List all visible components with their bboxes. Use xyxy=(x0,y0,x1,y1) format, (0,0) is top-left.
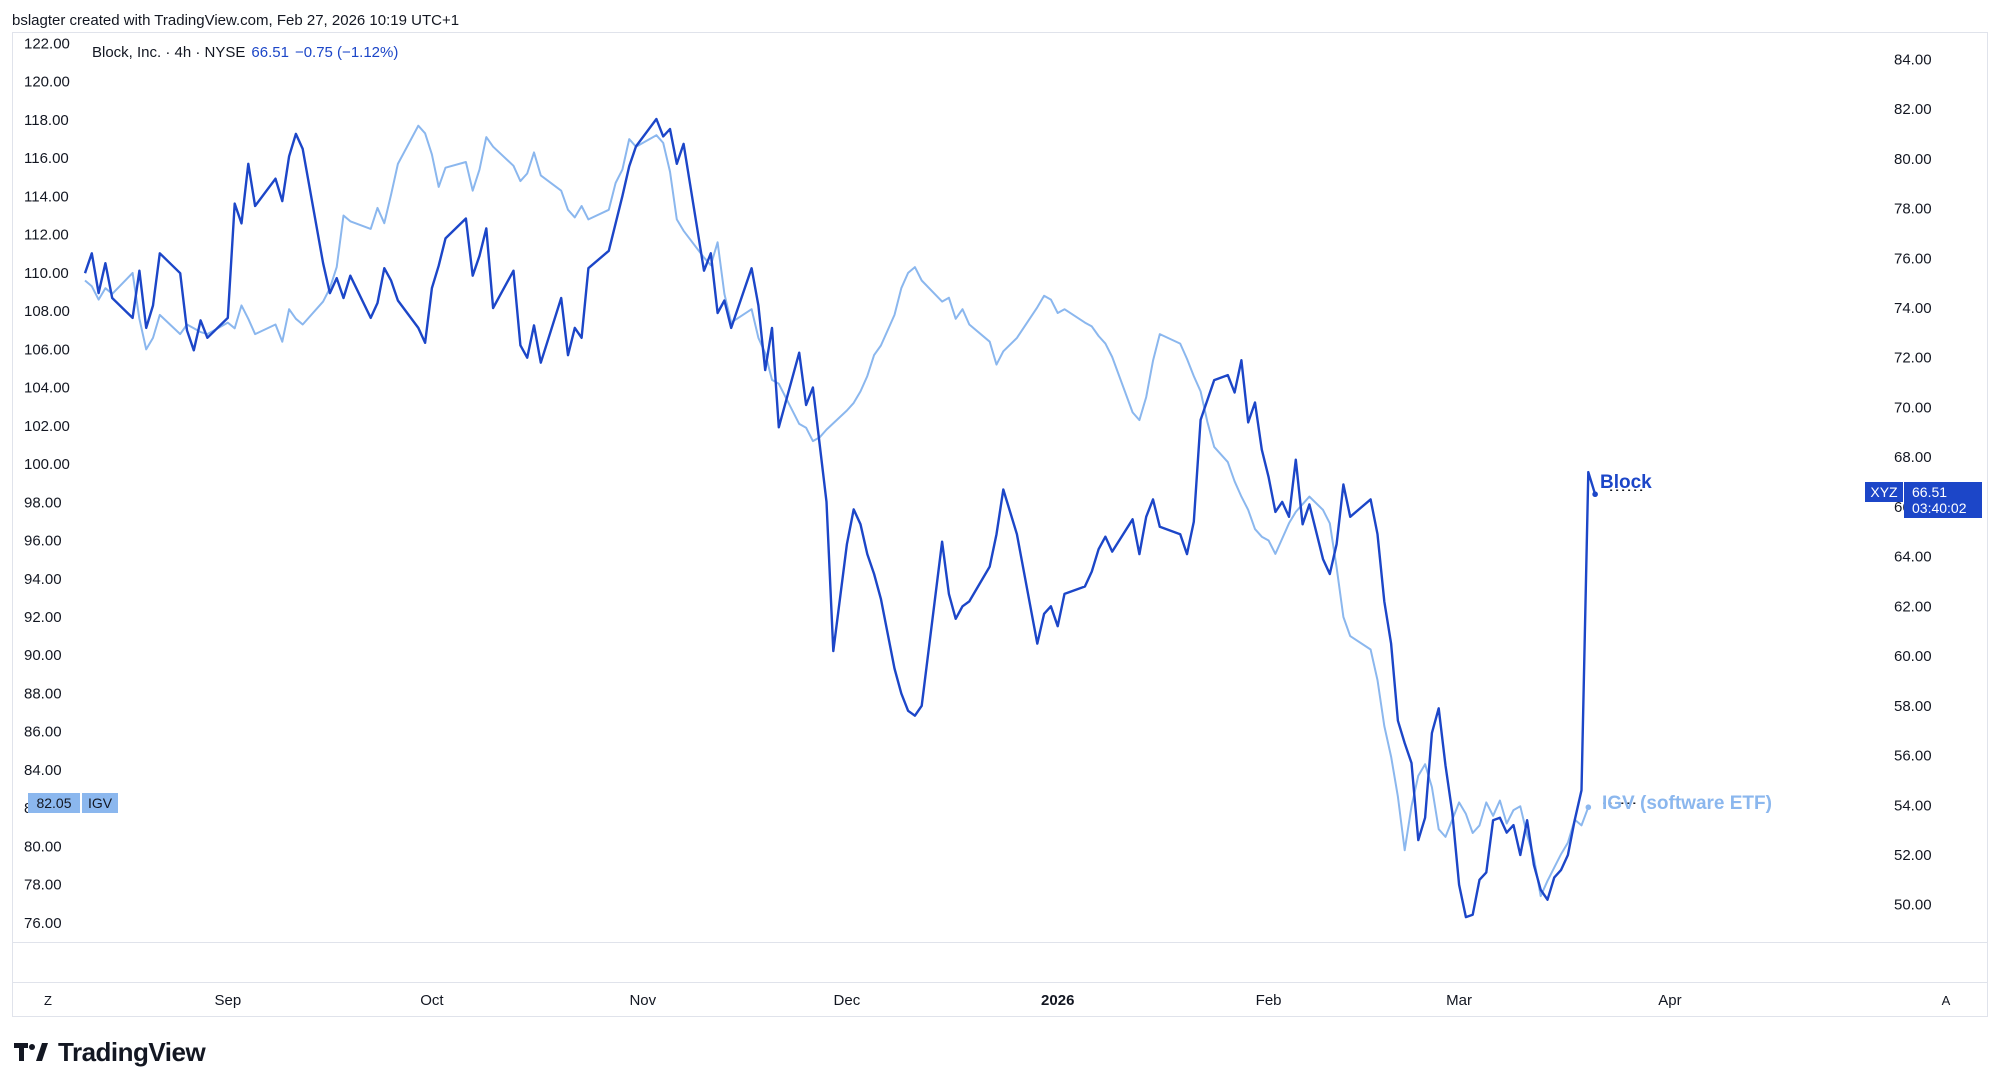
left-axis-tick-label: 112.00 xyxy=(24,227,69,244)
igv-ticker-badge: IGV xyxy=(82,793,118,813)
series-last-point-igv xyxy=(1585,804,1592,811)
series-last-point-xyz xyxy=(1592,491,1598,498)
right-axis-tick-label: 54.00 xyxy=(1894,797,1932,814)
left-axis-tick-label: 90.00 xyxy=(24,647,62,664)
left-axis-tick-label: 86.00 xyxy=(24,724,62,741)
igv-ticker-label: IGV xyxy=(87,795,113,811)
left-axis-tick-label: 118.00 xyxy=(24,112,69,129)
xyz-ticker-label: XYZ xyxy=(1870,484,1898,500)
right-axis-tick-label: 58.00 xyxy=(1894,698,1932,715)
series-layer xyxy=(83,117,1598,919)
time-axis-tick-label: Dec xyxy=(834,992,861,1009)
series-line-xyz xyxy=(83,117,1597,919)
attribution-text: bslagter created with TradingView.com, F… xyxy=(12,12,460,29)
annotation-block: Block xyxy=(1600,472,1652,494)
xyz-price-badge: 66.51 03:40:02 xyxy=(1904,482,1982,518)
right-axis-tick-label: 68.00 xyxy=(1894,449,1932,466)
time-axis-tick-label: Nov xyxy=(629,992,656,1009)
xyz-ticker-badge: XYZ xyxy=(1865,482,1903,502)
time-axis-tick-label: Feb xyxy=(1256,992,1282,1009)
left-axis-tick-label: 104.00 xyxy=(24,380,70,397)
right-axis-tick-label: 80.00 xyxy=(1894,151,1932,168)
auto-scale-right-button[interactable]: A xyxy=(1942,993,1951,1008)
left-axis-tick-label: 116.00 xyxy=(24,150,69,167)
right-axis-tick-label: 60.00 xyxy=(1894,648,1932,665)
left-axis-tick-label: 76.00 xyxy=(24,915,62,932)
igv-price-label: 82.05 xyxy=(36,795,72,811)
right-axis-tick-label: 82.00 xyxy=(1894,101,1932,118)
right-axis-tick-label: 78.00 xyxy=(1894,201,1932,218)
annotation-igv: IGV (software ETF) xyxy=(1602,793,1772,815)
right-axis-tick-label: 62.00 xyxy=(1894,598,1932,615)
annotation-block-label: Block xyxy=(1600,472,1652,493)
right-axis-tick-label: 76.00 xyxy=(1894,250,1932,267)
series-line-igv xyxy=(84,124,1590,898)
left-axis-tick-label: 100.00 xyxy=(24,456,70,473)
xyz-price-label: 66.51 xyxy=(1912,484,1948,500)
legend-change: −0.75 (−1.12%) xyxy=(294,44,399,61)
left-axis-tick-label: 80.00 xyxy=(24,838,62,855)
tradingview-brand[interactable]: TradingView xyxy=(14,1036,206,1068)
right-axis-tick-label: 70.00 xyxy=(1894,399,1932,416)
right-axis-tick-label: 64.00 xyxy=(1894,549,1932,566)
left-axis-tick-label: 114.00 xyxy=(24,188,69,205)
left-axis-tick-label: 78.00 xyxy=(24,877,62,894)
right-axis-tick-label: 74.00 xyxy=(1894,300,1932,317)
left-axis-tick-label: 98.00 xyxy=(24,494,62,511)
left-axis-tick-label: 120.00 xyxy=(24,74,70,91)
left-axis-tick-label: 92.00 xyxy=(24,609,62,626)
left-axis-tick-label: 94.00 xyxy=(24,571,62,588)
auto-scale-left-button[interactable]: Z xyxy=(44,993,52,1008)
time-axis-tick-label: 2026 xyxy=(1041,992,1074,1009)
igv-price-badge: 82.05 xyxy=(28,793,80,813)
time-axis-tick-label: Oct xyxy=(420,992,444,1009)
right-axis-tick-label: 84.00 xyxy=(1894,51,1932,68)
time-axis-tick-label: Mar xyxy=(1446,992,1472,1009)
legend-symbol: Block, Inc. · 4h · NYSE xyxy=(92,44,246,61)
annotation-igv-label: IGV (software ETF) xyxy=(1602,793,1772,814)
left-axis-tick-label: 108.00 xyxy=(24,303,70,320)
legend-price: 66.51 xyxy=(251,44,289,61)
right-axis-tick-label: 52.00 xyxy=(1894,847,1932,864)
left-axis-tick-label: 88.00 xyxy=(24,685,62,702)
left-axis-tick-label: 110.00 xyxy=(24,265,69,282)
axis-separators xyxy=(12,942,1988,983)
chart-legend[interactable]: Block, Inc. · 4h · NYSE 66.51 −0.75 (−1.12… xyxy=(92,44,398,61)
tradingview-logo-icon xyxy=(14,1043,48,1061)
chart-frame xyxy=(12,32,1988,1017)
annotation-dots xyxy=(1603,489,1646,804)
time-axis[interactable]: Sep Oct Nov Dec 2026 Feb Mar Apr Z A xyxy=(44,992,1951,1009)
right-axis-tick-label: 56.00 xyxy=(1894,748,1932,765)
right-axis-tick-label: 72.00 xyxy=(1894,350,1932,367)
brand-name: TradingView xyxy=(58,1036,206,1067)
left-axis-tick-label: 122.00 xyxy=(24,35,70,52)
right-axis-tick-label: 50.00 xyxy=(1894,897,1932,914)
left-axis-tick-label: 96.00 xyxy=(24,533,62,550)
xyz-countdown-label: 03:40:02 xyxy=(1912,500,1967,516)
left-axis-tick-label: 102.00 xyxy=(24,418,70,435)
time-axis-tick-label: Apr xyxy=(1658,992,1681,1009)
time-axis-tick-label: Sep xyxy=(214,992,241,1009)
left-axis-tick-label: 84.00 xyxy=(24,762,62,779)
left-axis-tick-label: 106.00 xyxy=(24,341,70,358)
